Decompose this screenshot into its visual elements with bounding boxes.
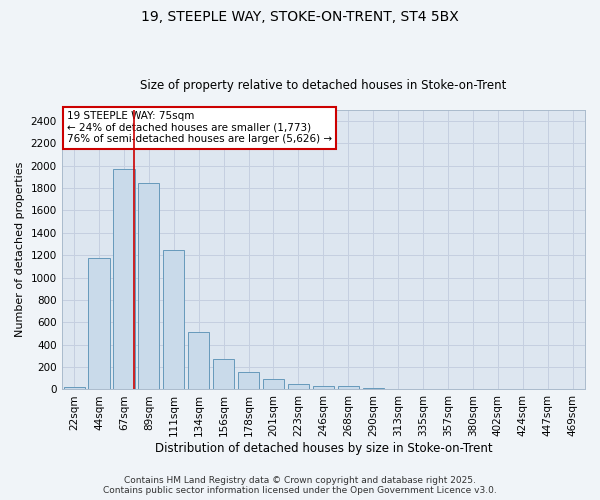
Bar: [288, 384, 309, 390]
Y-axis label: Number of detached properties: Number of detached properties: [15, 162, 25, 338]
Title: Size of property relative to detached houses in Stoke-on-Trent: Size of property relative to detached ho…: [140, 79, 506, 92]
Bar: [88, 258, 110, 390]
Bar: [263, 380, 284, 390]
Bar: [138, 182, 160, 390]
Bar: [338, 386, 359, 390]
X-axis label: Distribution of detached houses by size in Stoke-on-Trent: Distribution of detached houses by size …: [155, 442, 492, 455]
Bar: [238, 372, 259, 390]
Bar: [163, 250, 184, 390]
Bar: [64, 386, 85, 390]
Bar: [188, 332, 209, 390]
Text: Contains HM Land Registry data © Crown copyright and database right 2025.
Contai: Contains HM Land Registry data © Crown c…: [103, 476, 497, 495]
Bar: [213, 360, 234, 390]
Text: 19 STEEPLE WAY: 75sqm
← 24% of detached houses are smaller (1,773)
76% of semi-d: 19 STEEPLE WAY: 75sqm ← 24% of detached …: [67, 111, 332, 144]
Bar: [412, 389, 434, 390]
Bar: [113, 168, 134, 390]
Text: 19, STEEPLE WAY, STOKE-ON-TRENT, ST4 5BX: 19, STEEPLE WAY, STOKE-ON-TRENT, ST4 5BX: [141, 10, 459, 24]
Bar: [362, 388, 384, 390]
Bar: [313, 386, 334, 390]
Bar: [388, 389, 409, 390]
